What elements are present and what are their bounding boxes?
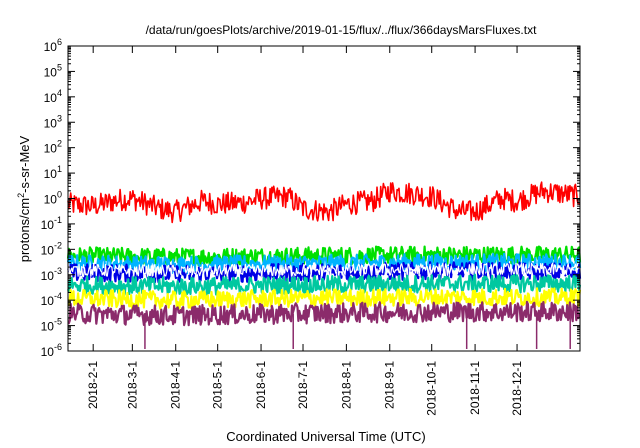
y-tick-label: 10-2 xyxy=(41,240,62,257)
y-axis: 10-610-510-410-310-210-11001011021031041… xyxy=(41,37,580,359)
y-tick-base: 10 xyxy=(41,294,55,308)
y-tick-base: 10 xyxy=(41,218,55,232)
y-tick-label: 100 xyxy=(44,190,62,207)
y-tick-exponent: -2 xyxy=(54,240,62,250)
series-line xyxy=(67,262,581,278)
y-tick-base: 10 xyxy=(44,40,58,54)
y-tick-exponent: 5 xyxy=(57,62,62,72)
series-line xyxy=(66,252,582,275)
x-tick-label: 2018-5-1 xyxy=(211,361,225,409)
y-tick-label: 102 xyxy=(44,139,62,156)
y-tick-label: 103 xyxy=(44,113,62,130)
y-tick-base: 10 xyxy=(41,243,55,257)
x-tick-label: 2018-10-1 xyxy=(425,361,439,416)
y-tick-base: 10 xyxy=(44,116,58,130)
x-tick-label: 2018-11-1 xyxy=(468,361,482,415)
x-tick-label: 2018-3-1 xyxy=(125,361,139,409)
x-tick-label: 2018-12-1 xyxy=(510,361,524,416)
y-axis-label-rest: -s-sr-MeV xyxy=(17,135,32,192)
y-tick-label: 10-1 xyxy=(41,215,62,232)
plot-area xyxy=(66,181,582,349)
y-tick-label: 10-6 xyxy=(41,342,62,359)
y-tick-exponent: 6 xyxy=(57,37,62,47)
x-axis: 2018-2-1 2018-3-1 2018-4-1 2018-5-1 2018-6-1… xyxy=(86,46,524,416)
y-tick-exponent: 1 xyxy=(57,164,62,174)
y-tick-exponent: -3 xyxy=(54,266,62,276)
y-tick-label: 104 xyxy=(44,88,62,105)
series-line xyxy=(67,287,582,310)
y-tick-exponent: 3 xyxy=(57,113,62,123)
x-tick-label: 2018-6-1 xyxy=(254,361,268,409)
series-line xyxy=(67,300,581,327)
y-tick-exponent: -4 xyxy=(54,291,62,301)
y-tick-exponent: -1 xyxy=(54,215,62,225)
y-axis-label-main: protons/cm xyxy=(17,198,32,262)
y-tick-base: 10 xyxy=(44,142,58,156)
y-tick-exponent: 2 xyxy=(57,139,62,149)
chart-title: /data/run/goesPlots/archive/2019-01-15/f… xyxy=(146,23,538,37)
x-tick-label: 2018-2-1 xyxy=(86,361,100,409)
y-tick-exponent: 4 xyxy=(57,88,62,98)
x-tick-label: 2018-7-1 xyxy=(296,361,310,409)
y-tick-base: 10 xyxy=(44,167,58,181)
y-axis-label: protons/cm2-s-sr-MeV xyxy=(16,135,32,262)
y-tick-exponent: -6 xyxy=(54,342,62,352)
y-tick-base: 10 xyxy=(41,345,55,359)
y-tick-base: 10 xyxy=(44,65,58,79)
x-tick-label: 2018-4-1 xyxy=(169,361,183,409)
y-tick-label: 10-4 xyxy=(41,291,62,308)
y-tick-base: 10 xyxy=(44,91,58,105)
y-tick-label: 106 xyxy=(44,37,62,54)
y-tick-base: 10 xyxy=(41,269,55,283)
y-tick-base: 10 xyxy=(44,193,58,207)
y-tick-label: 105 xyxy=(44,62,62,79)
y-axis-label-sup: 2 xyxy=(16,193,26,198)
x-tick-label: 2018-8-1 xyxy=(339,361,353,409)
y-tick-label: 10-5 xyxy=(41,317,62,334)
y-tick-label: 10-3 xyxy=(41,266,62,283)
x-axis-label: Coordinated Universal Time (UTC) xyxy=(226,429,425,444)
y-tick-exponent: -5 xyxy=(54,317,62,327)
y-tick-label: 101 xyxy=(44,164,62,181)
y-tick-exponent: 0 xyxy=(57,190,62,200)
y-tick-base: 10 xyxy=(41,320,55,334)
series-line xyxy=(67,273,582,296)
series-line xyxy=(67,181,581,224)
x-tick-label: 2018-9-1 xyxy=(383,361,397,409)
